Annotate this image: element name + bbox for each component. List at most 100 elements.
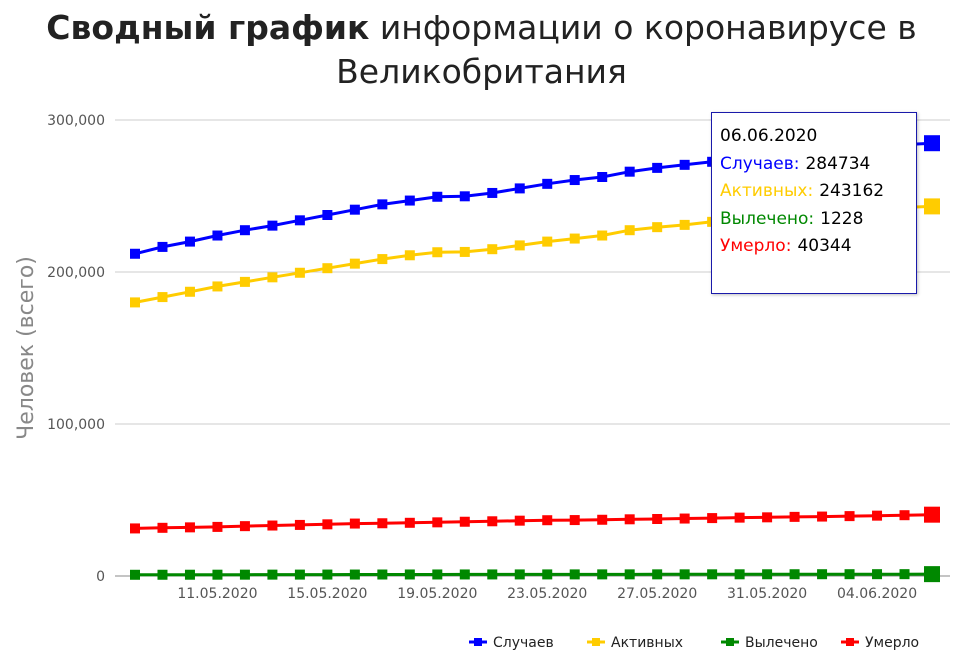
data-point[interactable]: [569, 233, 580, 244]
data-point[interactable]: [459, 191, 470, 202]
data-point[interactable]: [924, 135, 940, 152]
data-point[interactable]: [404, 569, 415, 580]
data-point[interactable]: [294, 267, 305, 278]
data-point[interactable]: [652, 514, 663, 524]
data-point[interactable]: [184, 569, 195, 580]
data-point[interactable]: [762, 512, 773, 523]
data-point[interactable]: [514, 183, 525, 194]
data-point[interactable]: [239, 276, 250, 287]
data-point[interactable]: [459, 569, 470, 580]
data-point[interactable]: [294, 215, 305, 226]
data-point[interactable]: [597, 172, 608, 182]
data-point[interactable]: [432, 569, 443, 580]
data-point[interactable]: [432, 247, 443, 258]
data-point[interactable]: [924, 566, 940, 583]
data-point[interactable]: [349, 258, 360, 269]
data-point[interactable]: [542, 178, 553, 189]
legend-item[interactable]: Активных: [587, 635, 683, 651]
data-point[interactable]: [377, 254, 388, 265]
data-point[interactable]: [184, 286, 195, 297]
data-point[interactable]: [130, 297, 140, 308]
data-point[interactable]: [569, 175, 580, 186]
data-point[interactable]: [597, 569, 608, 580]
data-point[interactable]: [322, 519, 333, 530]
data-point[interactable]: [924, 198, 940, 215]
data-point[interactable]: [377, 199, 388, 210]
data-point[interactable]: [239, 225, 250, 236]
data-point[interactable]: [130, 248, 140, 259]
data-point[interactable]: [487, 516, 498, 527]
data-point[interactable]: [652, 222, 663, 233]
data-point[interactable]: [157, 292, 168, 303]
data-point[interactable]: [597, 514, 608, 525]
data-point[interactable]: [239, 521, 250, 532]
data-point[interactable]: [212, 569, 223, 580]
data-point[interactable]: [404, 517, 415, 528]
data-point[interactable]: [542, 515, 553, 526]
data-point[interactable]: [157, 569, 168, 580]
data-point[interactable]: [459, 246, 470, 257]
data-point[interactable]: [459, 516, 470, 527]
data-point[interactable]: [239, 569, 250, 580]
data-point[interactable]: [707, 513, 718, 524]
data-point[interactable]: [514, 569, 525, 580]
data-point[interactable]: [734, 569, 745, 580]
data-point[interactable]: [322, 569, 333, 580]
data-point[interactable]: [679, 219, 690, 230]
data-point[interactable]: [679, 513, 690, 524]
data-point[interactable]: [844, 511, 855, 522]
data-point[interactable]: [597, 230, 608, 241]
data-point[interactable]: [130, 569, 140, 580]
data-point[interactable]: [817, 511, 828, 522]
data-point[interactable]: [789, 569, 800, 580]
data-point[interactable]: [542, 236, 553, 247]
data-point[interactable]: [487, 244, 498, 255]
data-point[interactable]: [404, 250, 415, 261]
data-point[interactable]: [267, 272, 278, 283]
data-point[interactable]: [789, 511, 800, 522]
data-point[interactable]: [349, 204, 360, 215]
data-point[interactable]: [817, 569, 828, 580]
data-point[interactable]: [184, 236, 195, 247]
data-point[interactable]: [707, 569, 718, 580]
data-point[interactable]: [679, 569, 690, 580]
data-point[interactable]: [294, 519, 305, 530]
data-point[interactable]: [542, 569, 553, 580]
legend[interactable]: Случаев Активных Вылечено Умерло: [469, 635, 919, 651]
data-point[interactable]: [322, 210, 333, 220]
data-point[interactable]: [157, 241, 168, 252]
data-point[interactable]: [624, 514, 635, 525]
data-point[interactable]: [569, 569, 580, 580]
data-point[interactable]: [734, 512, 745, 523]
data-point[interactable]: [322, 263, 333, 274]
data-point[interactable]: [569, 515, 580, 526]
data-point[interactable]: [899, 569, 910, 580]
data-point[interactable]: [130, 523, 140, 534]
data-point[interactable]: [157, 522, 168, 533]
data-point[interactable]: [404, 195, 415, 206]
data-point[interactable]: [267, 520, 278, 531]
data-point[interactable]: [294, 569, 305, 580]
data-point[interactable]: [267, 569, 278, 580]
data-point[interactable]: [624, 225, 635, 236]
data-point[interactable]: [624, 569, 635, 580]
data-point[interactable]: [212, 230, 223, 241]
data-point[interactable]: [377, 518, 388, 529]
data-point[interactable]: [349, 518, 360, 529]
data-point[interactable]: [377, 569, 388, 580]
data-point[interactable]: [267, 220, 278, 231]
data-point[interactable]: [872, 510, 883, 521]
data-point[interactable]: [432, 517, 443, 528]
legend-item[interactable]: Умерло: [841, 635, 919, 651]
data-point[interactable]: [212, 521, 223, 532]
data-point[interactable]: [899, 510, 910, 521]
data-point[interactable]: [652, 569, 663, 580]
data-point[interactable]: [487, 187, 498, 198]
data-point[interactable]: [924, 506, 940, 523]
legend-item[interactable]: Случаев: [469, 635, 554, 651]
data-point[interactable]: [844, 569, 855, 580]
data-point[interactable]: [872, 569, 883, 580]
data-point[interactable]: [762, 569, 773, 580]
data-point[interactable]: [514, 240, 525, 251]
data-point[interactable]: [184, 522, 195, 533]
